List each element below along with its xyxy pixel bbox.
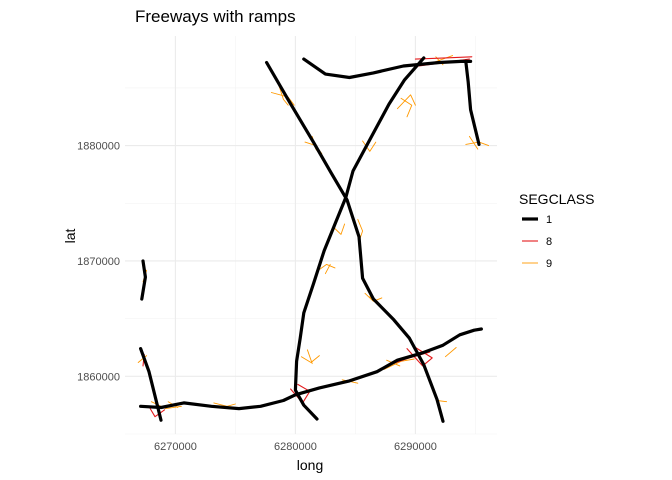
legend-label-8: 8 (546, 236, 552, 248)
y-tick-label: 1860000 (77, 371, 120, 383)
freeway-segments (137, 55, 490, 423)
x-axis-title: long (297, 457, 323, 473)
legend-title: SEGCLASS (519, 191, 594, 207)
segclass-1-segment (140, 259, 147, 301)
y-axis-title: lat (62, 229, 78, 244)
chart-title: Freeways with ramps (135, 7, 296, 26)
segclass-9-segment (316, 263, 336, 272)
segclass-9-segment (396, 94, 416, 110)
x-tick-label: 6270000 (154, 441, 197, 453)
segclass-9-segment (278, 84, 289, 106)
legend: SEGCLASS 1 8 9 (519, 191, 594, 270)
minor-gridlines (125, 36, 497, 435)
segclass-9-segment (468, 135, 479, 150)
legend-label-1: 1 (546, 214, 552, 226)
segclass-1-segment (265, 60, 445, 423)
x-tick-label: 6280000 (274, 441, 317, 453)
segclass-9-segment (306, 349, 313, 365)
legend-entries: 1 8 9 (522, 214, 552, 270)
segclass-9-segment (364, 292, 383, 302)
segclass-1-segment (302, 57, 473, 80)
segclass-1-segment (293, 56, 426, 421)
segclass-1-segment (464, 59, 481, 146)
segclass-8-segment (414, 56, 473, 60)
segclass-9-segment (300, 355, 320, 363)
x-tick-label: 6290000 (394, 441, 437, 453)
segclass-8-segment (149, 408, 166, 418)
segclass-1-segment (139, 347, 163, 422)
y-tick-label: 1880000 (77, 141, 120, 153)
segclass-9-segment (333, 223, 346, 235)
segclass-1-segment (139, 327, 483, 411)
x-axis-ticks: 6270000 6280000 6290000 (154, 441, 437, 453)
plot-panel (125, 36, 497, 435)
segclass-9-segment (400, 97, 413, 118)
segclass-9-segment (444, 347, 457, 358)
y-axis-ticks: 1860000 1870000 1880000 (77, 141, 120, 384)
segclass-9-segment (362, 140, 377, 152)
y-tick-label: 1870000 (77, 256, 120, 268)
major-gridlines (125, 36, 497, 434)
segclass-9-segment (324, 263, 331, 275)
legend-label-9: 9 (546, 258, 552, 270)
